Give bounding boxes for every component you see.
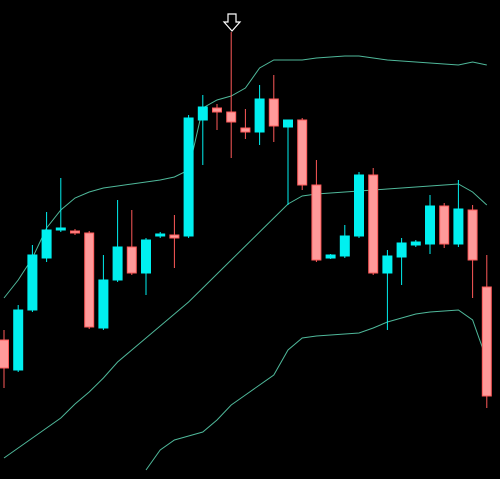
candle-body bbox=[325, 254, 336, 259]
candle-body bbox=[382, 255, 393, 274]
candle-body bbox=[41, 229, 52, 259]
band-line bbox=[3, 183, 488, 459]
bands bbox=[3, 55, 488, 471]
candle-body bbox=[410, 241, 421, 246]
candle-body bbox=[155, 233, 166, 237]
candle-body bbox=[268, 98, 279, 127]
candle-body bbox=[112, 246, 123, 281]
candle-body bbox=[254, 98, 265, 133]
candle-body bbox=[0, 339, 9, 369]
candle-body bbox=[396, 242, 407, 258]
candle-body bbox=[339, 235, 350, 257]
candle-body bbox=[27, 254, 38, 311]
candle-body bbox=[283, 119, 293, 128]
candle-body bbox=[226, 111, 237, 123]
candle-body bbox=[354, 174, 364, 237]
band-line bbox=[145, 309, 488, 471]
candle-body bbox=[55, 227, 66, 231]
candle-body bbox=[467, 209, 478, 261]
candles bbox=[0, 32, 492, 408]
candle-body bbox=[70, 230, 80, 234]
candle-body bbox=[212, 107, 222, 113]
candle-body bbox=[141, 239, 151, 274]
candle-body bbox=[425, 205, 435, 245]
candle-body bbox=[368, 174, 379, 274]
candle-body bbox=[169, 234, 180, 239]
candle-body bbox=[197, 106, 208, 121]
candle-body bbox=[84, 232, 95, 328]
candle-body bbox=[126, 246, 137, 274]
candle-body bbox=[297, 119, 308, 186]
candle-body bbox=[439, 205, 450, 245]
candle-body bbox=[481, 286, 492, 397]
candle-body bbox=[13, 309, 24, 371]
candle-body bbox=[98, 279, 109, 329]
candle-body bbox=[453, 208, 464, 245]
candle-body bbox=[311, 184, 322, 261]
candle-body bbox=[183, 117, 194, 237]
candle-body bbox=[240, 127, 251, 133]
band-line bbox=[3, 55, 487, 299]
marker-arrow bbox=[222, 13, 242, 32]
